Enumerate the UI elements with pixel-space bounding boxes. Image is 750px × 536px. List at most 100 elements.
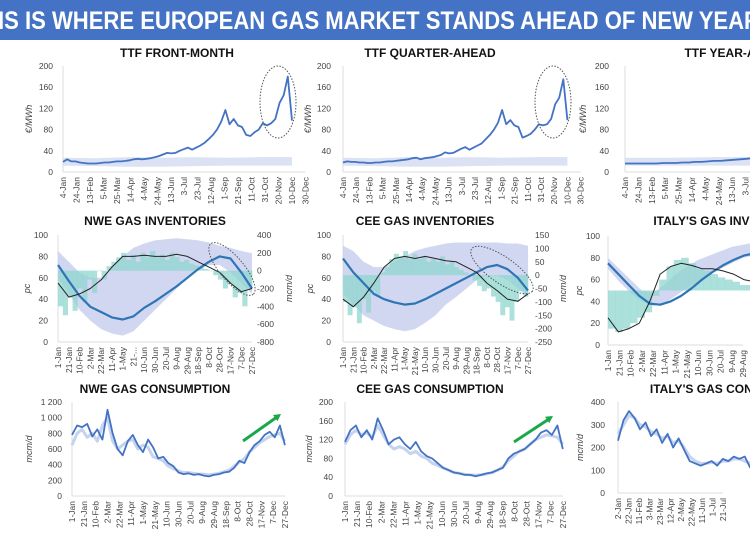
flow-bar — [412, 253, 418, 276]
slide-title: IS IS WHERE EUROPEAN GAS MARKET STANDS A… — [0, 7, 750, 35]
x-tick-label: 30-Jun — [173, 501, 183, 527]
x-tick-label: 21-Jan — [348, 347, 358, 373]
flow-bar — [242, 270, 248, 307]
x-tick-label: 2-Jan — [613, 498, 623, 520]
y-tick-label: 80 — [600, 125, 610, 135]
y2-axis-label: mcm/d — [558, 274, 568, 302]
series-line-1 — [344, 417, 564, 478]
flow-bar — [477, 275, 483, 286]
flow-bar — [509, 275, 515, 321]
flow-bar — [725, 279, 733, 291]
flow-bar — [514, 275, 520, 302]
flow-bar — [347, 275, 353, 316]
chart-nwe-gas-consumption: NWE GAS CONSUMPTION 0 200 400 600 800 1 000 1 2… — [24, 382, 290, 529]
flow-bar — [393, 253, 399, 276]
flow-bar — [164, 259, 170, 271]
x-tick-label: 17-Nov — [225, 346, 235, 374]
y2-tick-label: 100 — [535, 243, 549, 253]
x-tick-label: 10-Feb — [75, 347, 85, 374]
x-tick-label: 31-Oct — [536, 176, 546, 202]
x-tick-label: 1-Jan — [603, 350, 613, 372]
flow-bar — [673, 259, 682, 291]
x-tick-label: 8-Oct — [482, 346, 492, 367]
x-tick-label: 23-Jul — [470, 177, 480, 200]
y2-axis-label: mcm/d — [284, 274, 294, 302]
x-tick-label: 2-Mar — [85, 347, 95, 369]
x-tick-label: 10-Jun — [437, 501, 447, 527]
flow-bar — [426, 261, 432, 276]
x-tick-label: 24-Jan — [71, 177, 81, 203]
flow-bar — [449, 261, 455, 276]
flow-bar — [472, 275, 478, 281]
y2-tick-label: 200 — [257, 248, 271, 258]
x-tick-label: 22-May — [687, 497, 697, 526]
chart-title: ITALY'S GAS INVENTORIES — [653, 214, 750, 228]
y2-tick-label: 150 — [535, 230, 549, 240]
y2-tick-label: 50 — [535, 257, 545, 267]
x-tick-label: 30-Jun — [449, 501, 459, 527]
x-tick-label: 7-Dec — [546, 500, 556, 523]
y2-tick-label: 0 — [257, 266, 262, 276]
y-tick-label: 0 — [57, 491, 62, 501]
flow-bar — [106, 266, 112, 271]
x-tick-label: 27-Dec — [558, 500, 568, 528]
y2-tick-label: -200 — [535, 324, 552, 334]
x-tick-label: 4-Jan — [338, 177, 348, 199]
x-tick-label: 22-Mar — [114, 501, 124, 528]
y-tick-label: 80 — [591, 253, 601, 263]
flow-bar — [629, 290, 638, 324]
chart-ttf-quarter-ahead: TTF QUARTER-AHEAD 0 40 80 120 160 200 €/MWh 4-Ja… — [303, 46, 586, 205]
flow-bar — [366, 275, 372, 313]
x-tick-label: 30-Jun — [150, 347, 160, 373]
flow-bar — [179, 261, 185, 271]
annotation-ellipse — [208, 242, 256, 296]
x-tick-label: 13-Jun — [444, 177, 454, 203]
flow-bar — [356, 275, 362, 324]
flow-bar — [622, 290, 631, 329]
x-tick-label: 20-Jul — [716, 350, 726, 373]
y-tick-label: 200 — [591, 443, 605, 453]
flow-bar — [58, 270, 64, 307]
x-tick-label: 11-Oct — [523, 176, 533, 202]
flow-bar — [169, 252, 175, 271]
y-tick-label: 200 — [595, 61, 609, 71]
x-tick-label: 30-Jun — [431, 347, 441, 373]
x-tick-label: 29-Aug — [182, 347, 192, 375]
x-tick-label: 7-Dec — [236, 346, 246, 369]
flow-bar — [481, 275, 487, 292]
x-tick-label: 22-Mar — [648, 350, 658, 377]
x-tick-label: 7-Dec — [513, 346, 523, 369]
x-tick-label: 20-Jul — [441, 347, 451, 370]
x-tick-label: 3-Mar — [645, 498, 655, 520]
flow-bar — [174, 257, 180, 271]
y-tick-label: 100 — [591, 465, 605, 475]
x-tick-label: 1-May — [413, 500, 423, 524]
x-tick-label: 11-Apr — [126, 501, 136, 526]
y-tick-label: 60 — [39, 273, 49, 283]
flow-bar — [695, 268, 704, 291]
x-tick-label: 1-Jan — [67, 501, 77, 523]
y-tick-label: 1 000 — [41, 413, 63, 423]
y-tick-label: 0 — [43, 337, 48, 347]
x-tick-label: 20-Jul — [461, 501, 471, 524]
series-line-1 — [342, 255, 529, 308]
x-tick-label: 10-Feb — [364, 501, 374, 528]
x-tick-label: 2-Mar — [369, 347, 379, 369]
x-tick-label: 21-Jul — [718, 498, 728, 521]
y2-tick-label: -250 — [535, 337, 552, 347]
x-tick-label: 8-Oct — [233, 500, 243, 521]
x-tick-label: 9-Aug — [727, 350, 737, 373]
x-tick-label: 11-Apr — [401, 501, 411, 526]
x-tick-label: 28-Oct — [215, 346, 225, 372]
y-tick-label: 40 — [600, 146, 610, 156]
x-tick-label: 18-Sep — [221, 501, 231, 529]
x-tick-label: 7-Dec — [268, 500, 278, 523]
y2-tick-label: -200 — [257, 284, 274, 294]
series-line-0 — [625, 157, 750, 165]
flow-bar — [227, 270, 233, 285]
range-band — [58, 238, 253, 336]
x-tick-label: 10-Jun — [420, 347, 430, 373]
x-tick-label: 4-May — [417, 176, 427, 200]
flow-bar — [111, 261, 117, 271]
x-tick-label: 23-Jul — [193, 177, 203, 200]
